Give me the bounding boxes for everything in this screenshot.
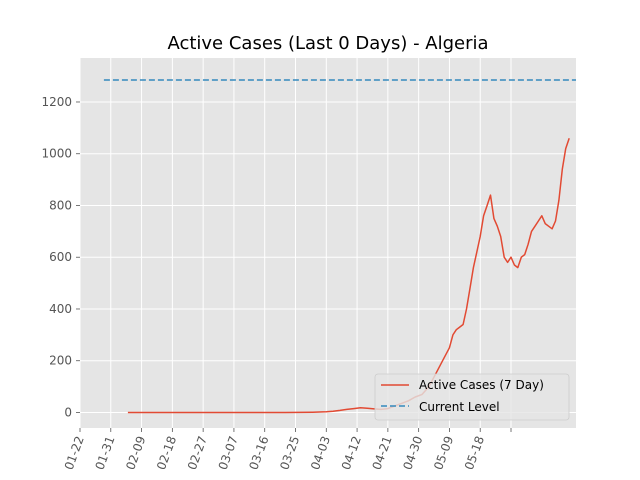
x-tick-label: 04-30 [400, 434, 425, 472]
y-tick-label: 0 [64, 405, 72, 419]
y-tick-label: 1200 [41, 95, 72, 109]
x-axis: 01-22 01-31 02-09 02-18 02-27 03-07 03-16 03-25… [62, 428, 512, 472]
x-tick-label: 04-03 [308, 434, 333, 472]
chart-title: Active Cases (Last 0 Days) - Algeria [167, 33, 488, 54]
x-tick-label: 02-09 [123, 434, 148, 472]
x-tick-label: 02-18 [154, 434, 179, 472]
y-tick-label: 600 [49, 250, 72, 264]
x-tick-label: 03-16 [246, 434, 271, 472]
x-tick-label: 03-07 [216, 434, 241, 472]
x-tick-label: 05-09 [431, 434, 456, 472]
legend-label-current-level: Current Level [419, 400, 500, 414]
x-tick-label: 05-18 [462, 434, 487, 472]
series-line-active-cases-7-day [127, 137, 570, 414]
x-tick-label: 03-25 [277, 434, 302, 472]
y-tick-label: 400 [49, 302, 72, 316]
x-tick-label: 04-21 [370, 434, 395, 472]
x-tick-label: 01-31 [93, 434, 118, 472]
plot-area [80, 58, 576, 428]
y-tick-label: 200 [49, 354, 72, 368]
legend-label-active-cases: Active Cases (7 Day) [419, 378, 544, 392]
y-tick-label: 1000 [41, 147, 72, 161]
legend-box [374, 373, 570, 421]
x-tick-label: 04-12 [339, 434, 364, 472]
legend: Active Cases (7 Day) Current Level [374, 373, 570, 421]
y-axis: 0 200 400 600 800 1000 1200 [41, 95, 80, 419]
grid-lines [79, 58, 576, 428]
series-layer [103, 79, 576, 414]
x-tick-label: 02-27 [185, 434, 210, 472]
y-tick-label: 800 [49, 198, 72, 212]
x-tick-label: 01-22 [62, 434, 87, 472]
